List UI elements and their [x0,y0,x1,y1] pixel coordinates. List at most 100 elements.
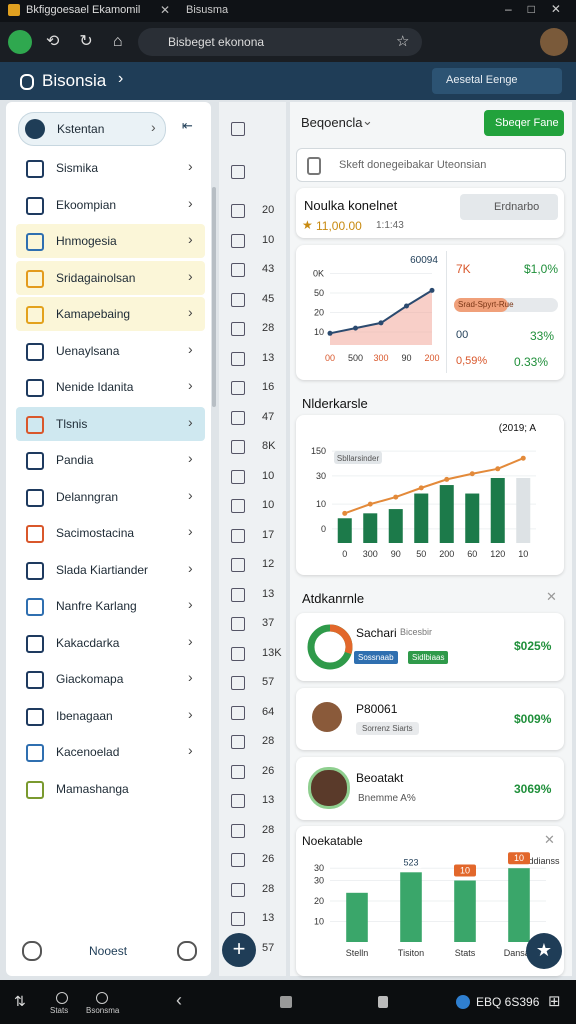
site-logo[interactable] [8,30,32,54]
summary-button-label: Erdnarbo [494,201,540,213]
point [404,303,409,309]
close-icon[interactable]: ✕ [546,589,557,604]
chart-title: Noekatable [302,834,363,848]
x-tick-label: Tisiton [398,948,424,958]
rail-icon [231,823,245,838]
url-text: Bisbeget ekonona [168,35,265,49]
drawer-item-label: Sacimostacina [56,526,135,540]
tab-title[interactable]: Bisusma [186,4,229,16]
nav-label[interactable]: Stats [50,1006,69,1015]
drawer-item[interactable]: Tlsnis › [16,406,205,441]
drawer-item[interactable]: Kakacdarka › [16,626,205,660]
profile-avatar[interactable] [540,28,568,56]
window-controls[interactable]: –□✕ [505,2,576,16]
rail-value: 28 [262,735,275,747]
gift-icon[interactable]: ⊞ [548,993,561,1010]
drawer-footer-label: Nooest [89,944,128,958]
rail-value: 10 [262,499,275,511]
badge-bg [508,852,530,865]
drawer-item-label: Tlsnis [56,416,88,431]
card-chip: Sidlbiaas [408,651,449,664]
summary-button[interactable]: Erdnarbo [460,194,558,220]
y-tick-label: 30 [314,876,324,886]
section-title[interactable]: Beqoencla [301,115,363,130]
drawer-item-icon [26,488,44,507]
drawer-item[interactable]: Nanfre Karlang › [16,589,205,623]
trend-point [444,476,450,482]
drawer-item-label: Nanfre Karlang [56,599,137,613]
app-action[interactable]: Aesetal Eenge [432,68,562,94]
fab-add[interactable]: + [222,933,256,967]
stat-bar: Srad-Spyrt-Rue [454,298,558,312]
rail-value: 13 [262,351,275,364]
drawer-item[interactable]: Ibenagaan › [16,699,205,733]
trend-card: 10 20 50 0K 00 500 300 90 200 60094 7K $1,0% Srad… [296,245,564,380]
annotation: 60094 [410,255,438,266]
drawer-item[interactable]: Uenaylsana › [16,334,205,368]
list-card[interactable]: Sachari Bicesbir Sossnaab Sidlbiaas $025… [296,613,564,681]
list-card[interactable]: P80061 Sorrenz Siarts $009% [296,688,564,750]
chevron: › [118,70,124,87]
divider [446,251,447,373]
collapse-icon[interactable]: ⇤ [182,118,193,133]
url-field[interactable]: Bisbeget ekonona ☆ [138,28,422,56]
chevron: › [188,742,193,758]
back-button[interactable]: ‹ [176,990,182,1010]
drawer-header[interactable]: Kstentan › [18,112,166,146]
drawer-item[interactable]: Sridagainolsan › [16,260,205,295]
drawer-footer[interactable]: Nooest [16,937,201,965]
tab-title[interactable]: Bkfiggoesael Ekamomil [26,4,141,16]
point [378,320,384,326]
tab-close[interactable]: ✕ [160,3,171,17]
rail-value: 28 [262,823,275,836]
drawer-item[interactable]: Pandia › [16,443,205,477]
drawer-item-label: Giackomapa [56,672,124,686]
drawer-item[interactable]: Giackomapa › [16,662,205,696]
rail-icon [231,646,245,661]
avatar [308,767,350,809]
list-card[interactable]: Beoatakt Bnemme A% 3069% [296,757,564,820]
nav-buttons[interactable]: ⟲↻⌂ [46,33,143,50]
close-icon[interactable]: ✕ [544,832,555,847]
fab-star[interactable]: ★ [526,933,562,969]
drawer-item-icon [26,415,44,434]
y-tick-label: 150 [311,446,326,456]
rail-value: 64 [262,705,275,718]
drawer-item[interactable]: Kacenoelad › [16,735,205,769]
drawer-item[interactable]: Ekoompian › [16,188,205,222]
y-tick-label: 10 [316,499,326,509]
home-button[interactable] [280,996,292,1008]
drawer-item-label: Nenide Idanita [56,380,134,394]
y-tick-label: 10 [314,327,324,337]
drawer-item[interactable]: Mamashanga [16,772,205,806]
drawer-item[interactable]: Sacimostacina › [16,516,205,550]
primary-button[interactable]: Sbeqer Fane [484,110,564,136]
drawer-item-icon [26,379,44,397]
rail-icon [231,165,245,179]
bar [490,477,505,543]
rail-icon [231,381,245,395]
drawer-item[interactable]: Sismika › [16,151,205,185]
drawer-item[interactable]: Nenide Idanita › [16,370,205,404]
badge: 10 [514,853,524,863]
drawer-item[interactable]: Delanngran › [16,480,205,514]
recent-button[interactable] [378,996,388,1008]
x-tick-label: 120 [490,549,505,559]
rail-value: 37 [262,617,275,629]
nav-label[interactable]: Bsonsma [86,1006,120,1015]
drawer-item[interactable]: Slada Kiartiander › [16,553,205,587]
x-tick-label: 10 [518,549,528,559]
nav-icon[interactable]: ⇅ [14,993,26,1009]
chevron: › [188,523,193,539]
x-tick-label: 00 [325,353,335,363]
drawer-item[interactable]: Hnmogesia › [16,224,205,258]
drawer-item[interactable]: Kamapebaing › [16,297,205,331]
rail-icon [231,292,245,307]
rail-value: 28 [262,882,275,895]
drawer-item-label: Delanngran [56,489,119,504]
search-field[interactable]: Skeft donegeibakar Uteonsian [296,148,566,182]
x-tick-label: 90 [391,549,401,559]
bookmark-star[interactable]: ☆ [396,33,410,50]
chevron: › [188,705,193,722]
point [353,325,358,331]
